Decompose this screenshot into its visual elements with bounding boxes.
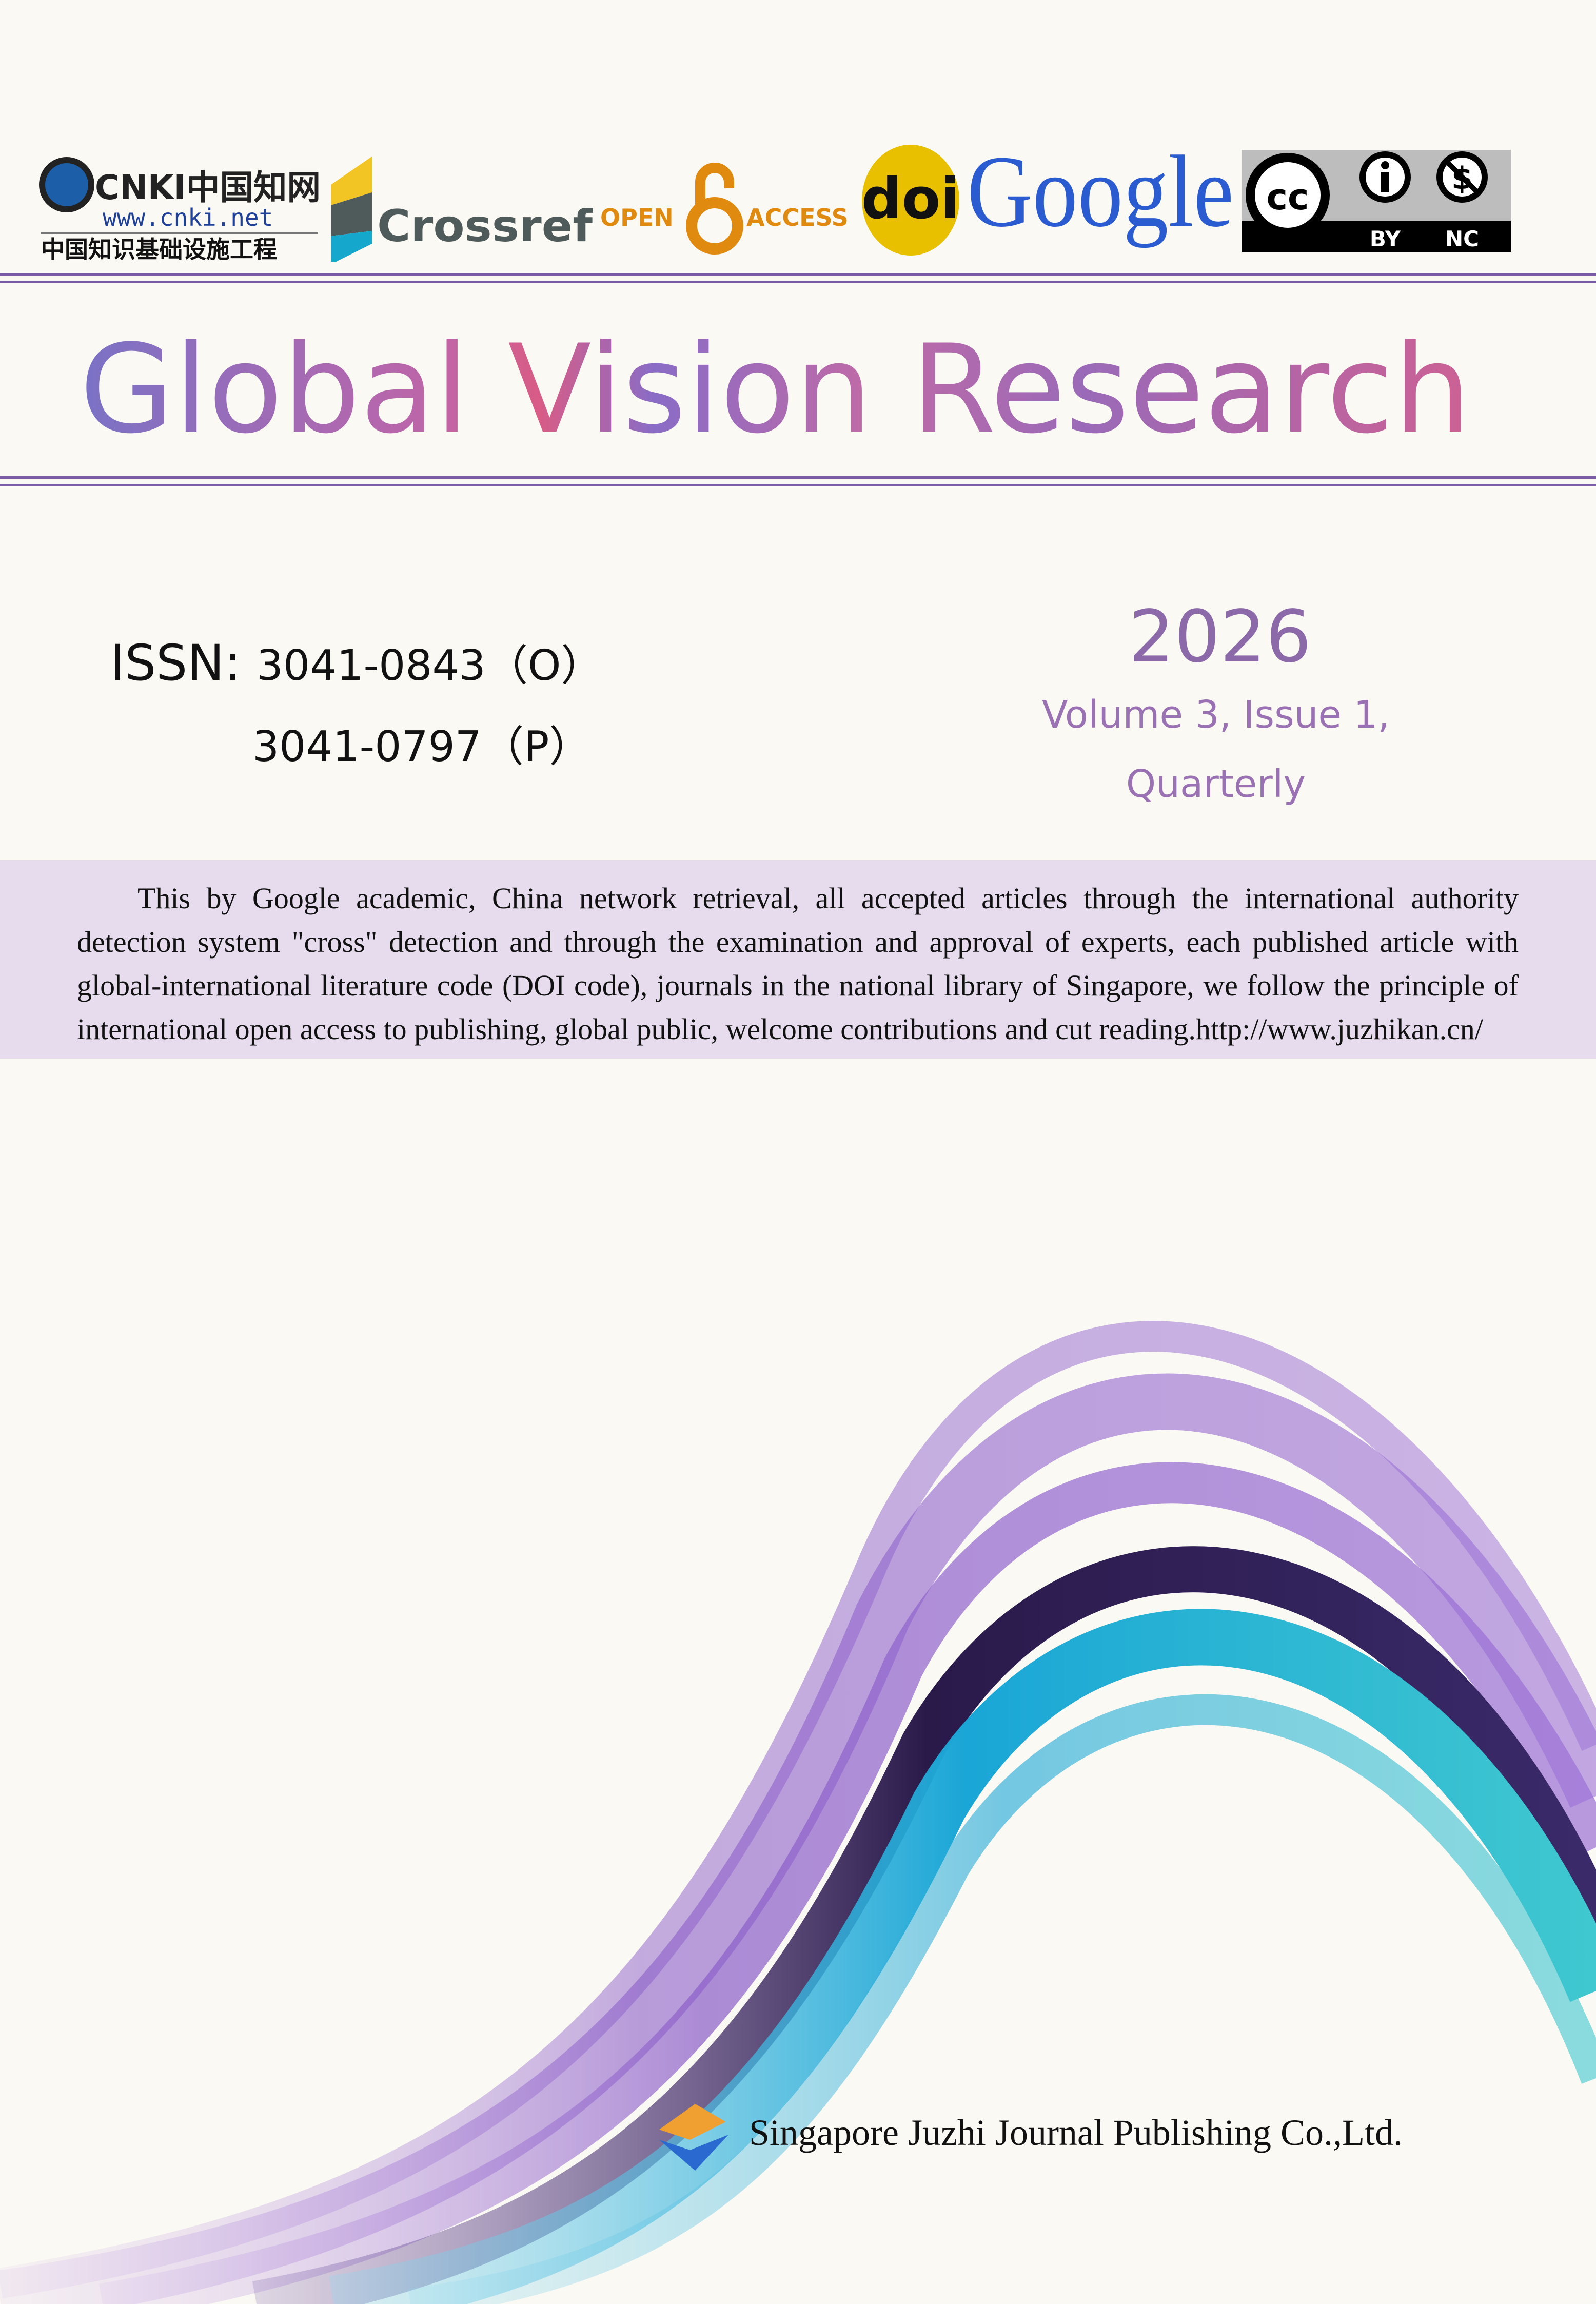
cc-by-nc-license-badge: cc $ BY NC bbox=[1242, 150, 1511, 252]
journal-description: This by Google academic, China network r… bbox=[77, 882, 1519, 1046]
ribbon-band bbox=[329, 1609, 1596, 2304]
svg-text:Crossref: Crossref bbox=[377, 201, 594, 252]
bottom-divider-line-2 bbox=[0, 484, 1596, 486]
cnki-url: www.cnki.net bbox=[103, 204, 273, 231]
svg-text:doi: doi bbox=[861, 166, 960, 231]
svg-text:Google: Google bbox=[967, 144, 1234, 248]
volume-issue: Volume 3, Issue 1, bbox=[1041, 693, 1390, 737]
doi-logo: doi bbox=[861, 145, 960, 256]
ribbon-band bbox=[408, 1694, 1596, 2304]
cnki-globe-icon bbox=[39, 157, 94, 212]
ribbon-wave-illustration bbox=[0, 1321, 1596, 2304]
open-access-logo: OPEN ACCESS bbox=[600, 163, 849, 255]
svg-text:ACCESS: ACCESS bbox=[746, 204, 849, 231]
crossref-logo: Crossref bbox=[331, 157, 594, 262]
top-divider-line-2 bbox=[0, 281, 1596, 283]
publisher-name: Singapore Juzhi Journal Publishing Co.,L… bbox=[749, 2112, 1403, 2153]
svg-text:NC: NC bbox=[1445, 226, 1479, 251]
svg-text:OPEN: OPEN bbox=[600, 204, 674, 231]
bottom-divider-line bbox=[0, 476, 1596, 479]
issn-label: ISSN: bbox=[110, 634, 241, 692]
cnki-wordmark: CNKI中国知网 bbox=[95, 168, 321, 207]
indexing-logos-strip: CNKI中国知网 www.cnki.net 中国知识基础设施工程 Crossre… bbox=[39, 144, 1511, 262]
ribbon-band bbox=[252, 1546, 1596, 2304]
cnki-subtitle: 中国知识基础设施工程 bbox=[41, 236, 277, 262]
journal-title: Global Vision Research bbox=[80, 313, 1516, 467]
ribbon-band bbox=[0, 1373, 1596, 2304]
svg-text:BY: BY bbox=[1370, 226, 1401, 251]
google-logo: Google bbox=[967, 144, 1234, 248]
top-divider-line bbox=[0, 273, 1596, 276]
svg-text:cc: cc bbox=[1267, 176, 1309, 218]
issn-online-number: 3041-0843（O） bbox=[256, 641, 603, 690]
description-band: This by Google academic, China network r… bbox=[0, 860, 1596, 1059]
publisher-logo-icon bbox=[659, 2104, 728, 2171]
issn-online: ISSN: 3041-0843（O） bbox=[110, 631, 603, 692]
publication-year: 2026 bbox=[1129, 595, 1312, 679]
ribbon-band bbox=[99, 1462, 1596, 2304]
cnki-logo: CNKI中国知网 www.cnki.net 中国知识基础设施工程 bbox=[39, 157, 321, 262]
frequency: Quarterly bbox=[1126, 762, 1306, 806]
issn-print: 3041-0797（P） bbox=[252, 723, 592, 771]
